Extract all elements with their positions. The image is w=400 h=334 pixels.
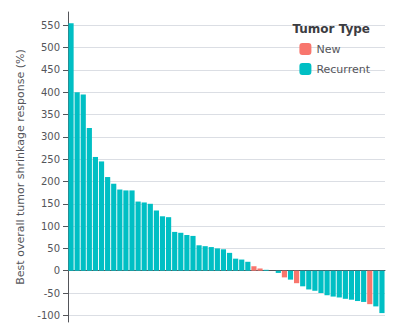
svg-text:450: 450 bbox=[41, 64, 60, 75]
svg-text:550: 550 bbox=[41, 20, 60, 31]
svg-text:100: 100 bbox=[41, 221, 60, 232]
svg-text:-50: -50 bbox=[44, 288, 60, 299]
svg-text:400: 400 bbox=[41, 87, 60, 98]
svg-text:Tumor Type: Tumor Type bbox=[292, 22, 370, 36]
svg-text:0: 0 bbox=[54, 265, 60, 276]
svg-text:50: 50 bbox=[47, 243, 60, 254]
svg-text:New: New bbox=[316, 43, 340, 56]
svg-text:Recurrent: Recurrent bbox=[316, 63, 370, 76]
svg-text:-100: -100 bbox=[37, 310, 60, 321]
svg-text:Best overall tumor shrinkage r: Best overall tumor shrinkage response (%… bbox=[14, 49, 27, 284]
svg-text:200: 200 bbox=[41, 176, 60, 187]
svg-text:500: 500 bbox=[41, 42, 60, 53]
svg-text:300: 300 bbox=[41, 131, 60, 142]
svg-text:250: 250 bbox=[41, 154, 60, 165]
svg-text:350: 350 bbox=[41, 109, 60, 120]
svg-text:150: 150 bbox=[41, 198, 60, 209]
